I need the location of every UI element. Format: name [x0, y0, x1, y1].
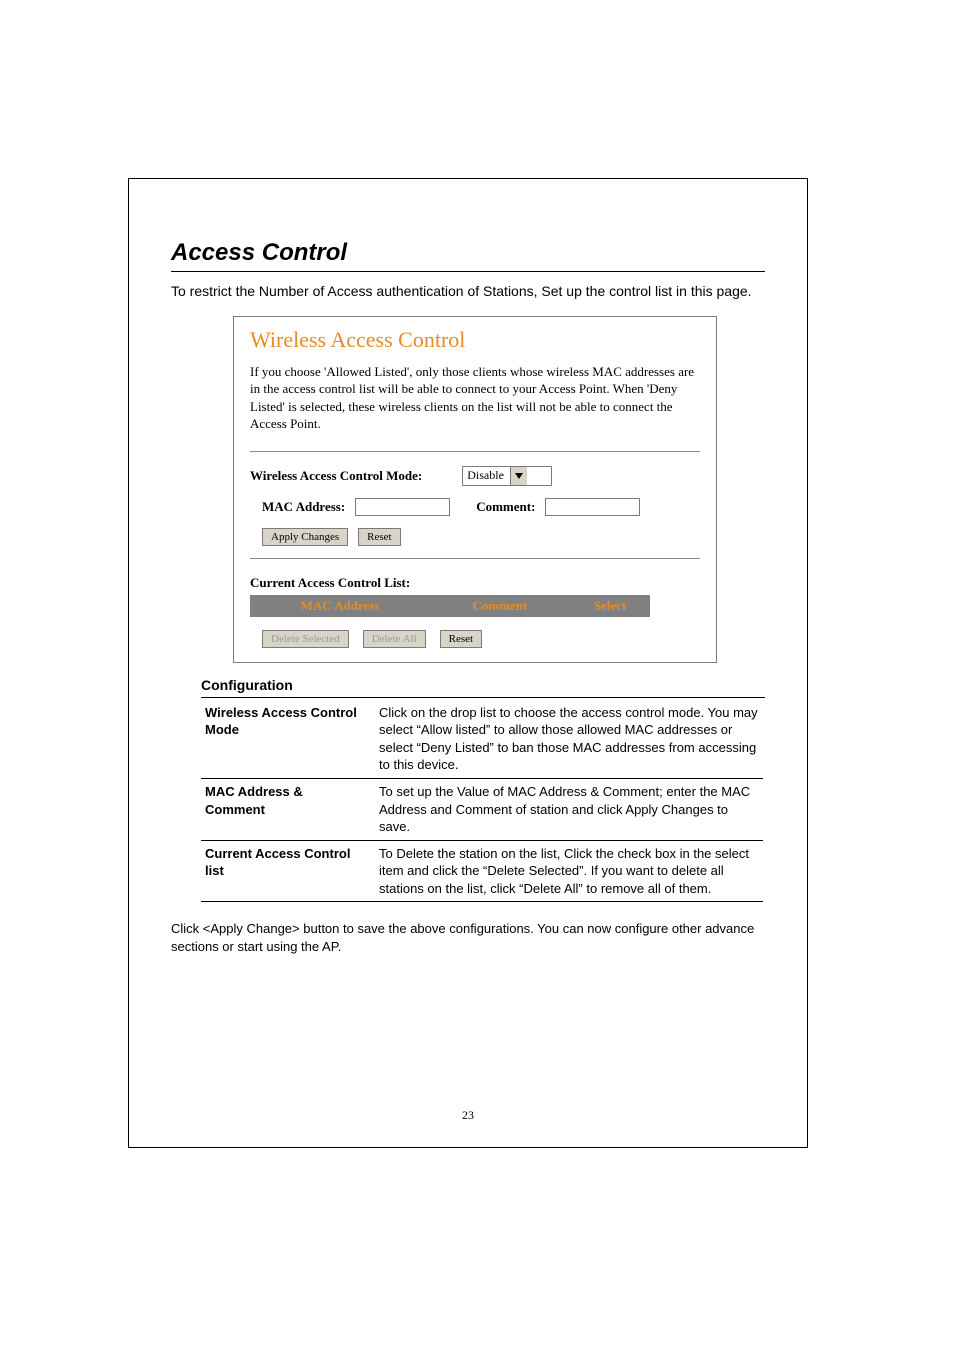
config-key-0: Wireless Access Control Mode — [201, 700, 375, 779]
mac-address-input[interactable] — [355, 498, 450, 516]
mode-label: Wireless Access Control Mode: — [250, 468, 422, 484]
acl-heading: Current Access Control List: — [250, 575, 700, 591]
mode-row: Wireless Access Control Mode: Disable — [250, 466, 700, 486]
table-row: Current Access Control list To Delete th… — [201, 840, 763, 902]
closing-paragraph: Click <Apply Change> button to save the … — [171, 920, 765, 956]
acl-col-mac: MAC Address — [250, 595, 430, 617]
acl-col-comment: Comment — [430, 595, 570, 617]
delete-selected-button[interactable]: Delete Selected — [262, 630, 349, 648]
config-val-1: To set up the Value of MAC Address & Com… — [375, 778, 763, 840]
config-key-1: MAC Address & Comment — [201, 778, 375, 840]
comment-input[interactable] — [545, 498, 640, 516]
mode-select-value: Disable — [467, 468, 504, 483]
panel-title: Wireless Access Control — [250, 327, 700, 353]
config-key-2: Current Access Control list — [201, 840, 375, 902]
chevron-down-icon — [510, 467, 527, 485]
apply-changes-button[interactable]: Apply Changes — [262, 528, 348, 546]
mode-select[interactable]: Disable — [462, 466, 552, 486]
configuration-heading: Configuration — [201, 677, 765, 698]
table-row: Wireless Access Control Mode Click on th… — [201, 700, 763, 779]
configuration-table: Wireless Access Control Mode Click on th… — [201, 700, 763, 902]
acl-header-row: MAC Address Comment Select — [250, 595, 650, 617]
mac-comment-row: MAC Address: Comment: — [262, 498, 700, 516]
section-title: Access Control — [171, 239, 765, 272]
comment-label: Comment: — [476, 499, 535, 515]
panel-description: If you choose 'Allowed Listed', only tho… — [250, 363, 700, 433]
reset-button[interactable]: Reset — [358, 528, 400, 546]
acl-col-select: Select — [570, 595, 650, 617]
reset-acl-button[interactable]: Reset — [440, 630, 482, 648]
divider-2 — [250, 558, 700, 559]
acl-table: MAC Address Comment Select — [250, 595, 650, 617]
intro-paragraph: To restrict the Number of Access authent… — [171, 282, 765, 302]
page-number: 23 — [129, 1108, 807, 1123]
mac-address-label: MAC Address: — [262, 499, 345, 515]
manual-page: Access Control To restrict the Number of… — [0, 0, 954, 1351]
table-row: MAC Address & Comment To set up the Valu… — [201, 778, 763, 840]
divider — [250, 451, 700, 452]
apply-reset-row: Apply Changes Reset — [262, 528, 700, 546]
delete-all-button[interactable]: Delete All — [363, 630, 426, 648]
config-val-0: Click on the drop list to choose the acc… — [375, 700, 763, 779]
page-frame: Access Control To restrict the Number of… — [128, 178, 808, 1148]
acl-buttons-row: Delete Selected Delete All Reset — [262, 629, 700, 648]
wireless-access-control-panel: Wireless Access Control If you choose 'A… — [233, 316, 717, 663]
config-val-2: To Delete the station on the list, Click… — [375, 840, 763, 902]
